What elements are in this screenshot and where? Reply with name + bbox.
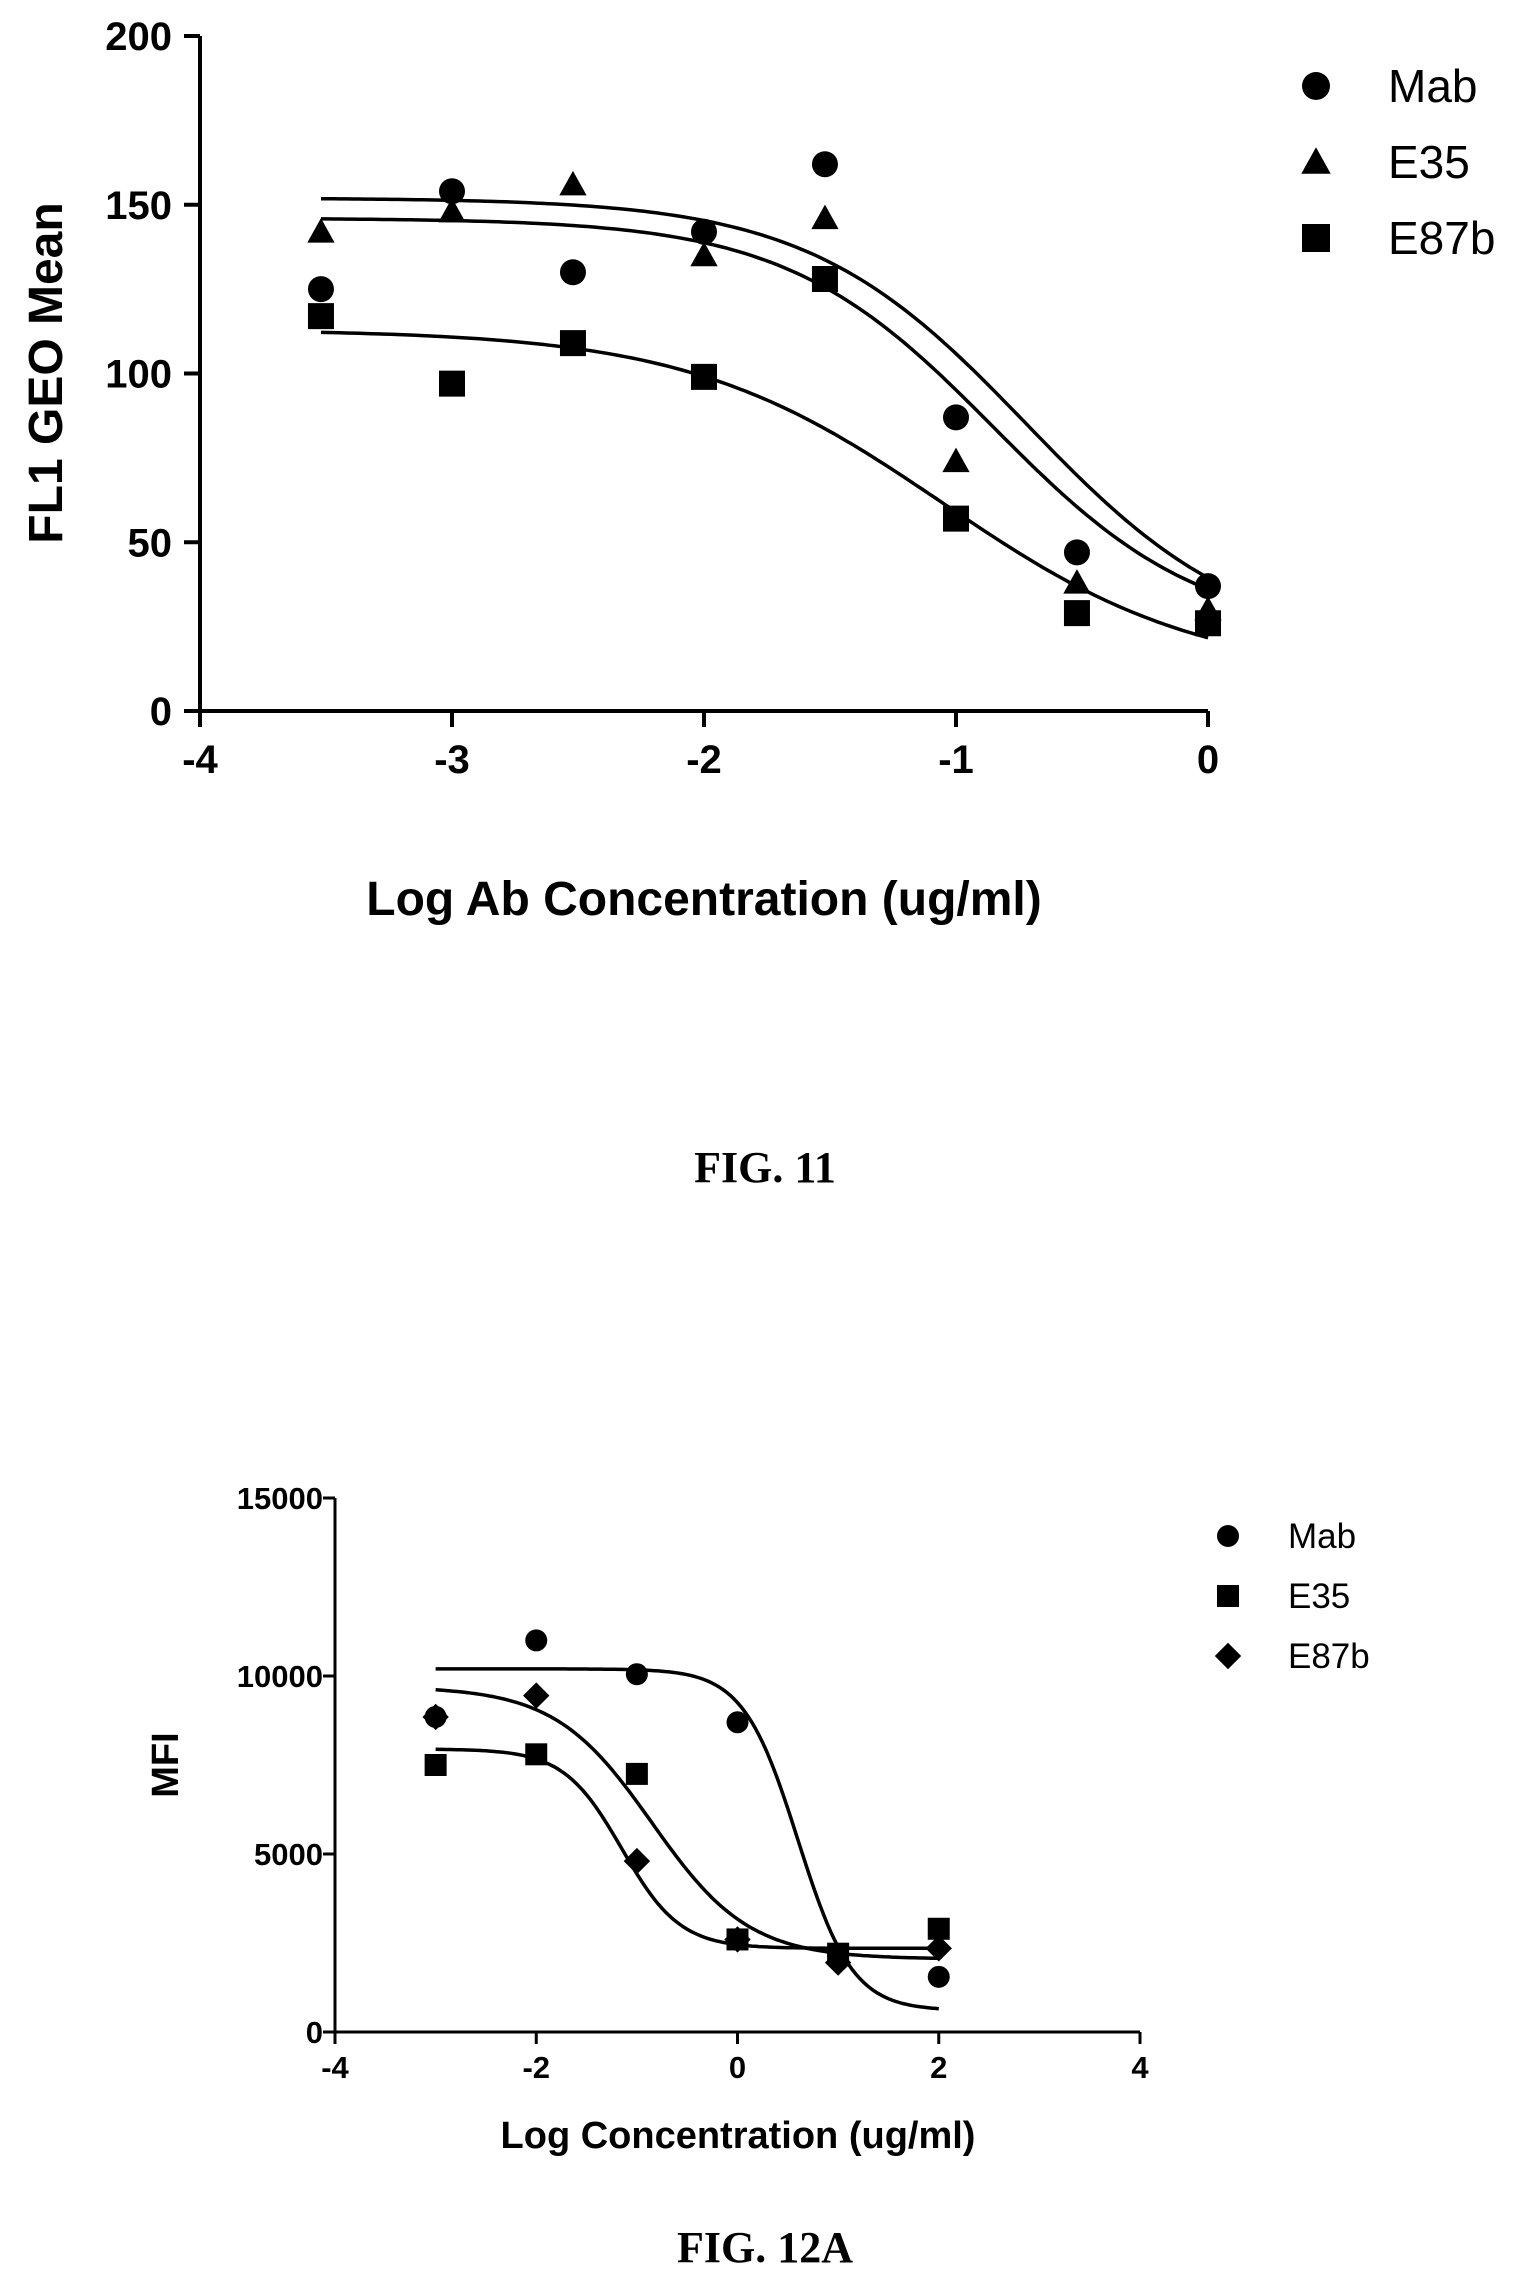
fig11-mab-point [943, 404, 969, 431]
fig12a-legend-mab-marker [1217, 1525, 1239, 1547]
fig12a-e35-point [625, 1762, 648, 1785]
fig11-e35-point [438, 197, 466, 223]
fig11-e35-point [1063, 569, 1091, 594]
fig11-e35-point [942, 447, 970, 473]
fig12a-legend-e35-label: E35 [1288, 1577, 1350, 1616]
fig12a-x-axis-title: Log Concentration (ug/ml) [501, 2115, 976, 2157]
fig12a-x-tick-label: 4 [1131, 2050, 1149, 2085]
fig12a-x-tick-label: -2 [522, 2050, 550, 2085]
fig11-mab-point [307, 276, 334, 303]
fig12a-legend-mab-label: Mab [1288, 1517, 1356, 1556]
fig11-e35-point [690, 241, 718, 267]
fig12a-caption: FIG. 12A [677, 2223, 853, 2272]
fig12a-e87b-point [925, 1935, 952, 1962]
fig11-e87b-point [307, 303, 334, 330]
fig11-y-tick-label: 0 [150, 690, 172, 734]
fig12a-x-tick-label: 0 [729, 2050, 746, 2085]
fig12a-e87b-point [623, 1847, 651, 1875]
fig12a-mab-point [927, 1965, 950, 1988]
fig11-mab-point [691, 218, 717, 245]
fig12a-chart: -4 -2 0 2 4 0 5000 10000 15000 Log Concentration… [145, 1481, 1370, 2157]
fig11-e35-point [811, 204, 839, 230]
fig12a-ticks: -4 -2 0 2 4 0 5000 10000 15000 [237, 1481, 1150, 2085]
fig11-x-tick-label: -3 [434, 738, 470, 782]
fig12a-e87b-point [523, 1682, 550, 1709]
fig12a-e35-point [525, 1743, 548, 1766]
fig11-plot-area [307, 151, 1222, 640]
fig12a-mab-point [525, 1629, 548, 1652]
fig12a-y-tick-label: 0 [306, 2015, 323, 2050]
fig12a-y-tick-label: 15000 [237, 1481, 323, 1516]
fig11-ticks: -4 -3 -2 -1 0 0 50 100 150 200 [105, 15, 1219, 782]
fig11-e35-fit-curve [321, 217, 1209, 591]
fig11-mab-point [439, 178, 465, 205]
fig11-e87b-point [1063, 600, 1090, 627]
fig11-mab-point [559, 259, 586, 286]
fig11-y-axis-title: FL1 GEO Mean [20, 202, 73, 543]
fig11-x-axis-title: Log Ab Concentration (ug/ml) [366, 873, 1041, 926]
fig12a-y-tick-label: 10000 [237, 1659, 323, 1694]
fig11-legend: Mab E35 E87b [1301, 60, 1495, 264]
fig12a-mab-point [625, 1663, 648, 1686]
fig11-legend-e87b-marker [1302, 224, 1330, 252]
fig11-caption: FIG. 11 [694, 1143, 836, 1192]
fig12a-e87b-point [824, 1949, 852, 1976]
fig12a-e35-fit-curve [435, 1747, 939, 1951]
fig11-mab-fit-curve [320, 196, 1209, 580]
fig12a-e87b-point [422, 1703, 449, 1731]
fig12a-mab-fit-curve [435, 1667, 939, 2011]
fig11-legend-e35-marker [1301, 147, 1331, 174]
fig12a-y-tick-label: 5000 [254, 1837, 323, 1872]
fig11-e87b-point [943, 505, 969, 532]
fig11-mab-point [1063, 539, 1090, 566]
fig11-chart: -4 -3 -2 -1 0 0 50 100 150 200 Log Ab Concentrati… [20, 15, 1495, 926]
fig12a-legend-e35-marker [1217, 1585, 1239, 1607]
fig11-e87b-point [559, 330, 586, 357]
fig11-e87b-point [811, 266, 838, 292]
fig12a-mab-point [726, 1711, 749, 1734]
fig11-y-tick-label: 200 [105, 15, 172, 59]
fig11-e87b-fit-curve [320, 330, 1209, 640]
fig12a-x-tick-label: -4 [321, 2050, 349, 2085]
fig12a-legend-e87b-label: E87b [1288, 1637, 1370, 1676]
fig12a-e87b-fit-curve [435, 1688, 939, 1961]
fig11-legend-mab-marker [1302, 72, 1330, 100]
fig11-e87b-point [1195, 610, 1221, 637]
fig11-mab-point [811, 151, 838, 178]
fig12a-legend-e87b-marker [1214, 1642, 1242, 1670]
fig11-x-tick-label: -2 [686, 738, 722, 782]
fig11-x-tick-label: 0 [1197, 738, 1219, 782]
fig11-e87b-point [691, 363, 717, 390]
fig12a-e35-point [927, 1917, 950, 1940]
fig11-e35-point [559, 170, 587, 196]
fig12a-plot-area [422, 1629, 952, 2011]
fig12a-x-tick-label: 2 [930, 2050, 947, 2085]
fig11-x-tick-label: -4 [182, 738, 218, 782]
fig12a-legend: Mab E35 E87b [1214, 1517, 1370, 1676]
fig11-y-tick-label: 50 [128, 521, 173, 565]
fig11-x-tick-label: -1 [938, 738, 974, 782]
fig11-mab-point [1195, 573, 1221, 600]
fig11-legend-mab-label: Mab [1388, 60, 1477, 112]
fig11-e35-point [307, 218, 335, 243]
fig12a-e87b-point [724, 1926, 751, 1953]
fig12a-e35-point [424, 1754, 447, 1776]
fig12a-y-axis-title: MFI [145, 1732, 187, 1797]
fig11-y-tick-label: 100 [105, 353, 172, 397]
fig11-legend-e87b-label: E87b [1388, 212, 1495, 264]
fig11-y-tick-label: 150 [105, 184, 172, 228]
fig11-legend-e35-label: E35 [1388, 136, 1470, 188]
fig11-e87b-point [439, 370, 465, 397]
